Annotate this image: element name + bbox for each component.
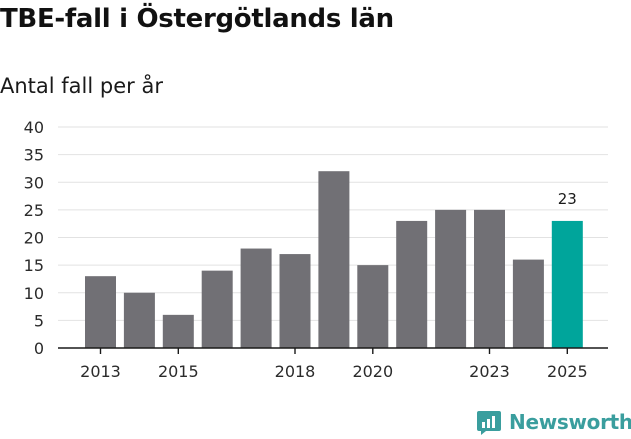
x-tick-label: 2018 [275,362,316,381]
y-axis: 0 5 10 15 20 25 30 35 40 [24,118,44,358]
bar-2024 [512,259,544,348]
x-tick-label: 2020 [352,362,393,381]
y-tick-label: 40 [24,118,44,137]
x-tick-label: 2013 [80,362,121,381]
bars: 23 [85,171,583,348]
chart-subtitle: Antal fall per år [0,74,163,98]
bar-2017 [240,248,272,348]
bar-2023 [474,209,505,348]
bar-2020 [357,265,389,348]
x-tick-label: 2015 [158,362,199,381]
bar-2022 [435,209,467,348]
newsworthy-logo-icon [477,411,501,435]
y-tick-label: 35 [24,146,44,165]
chart-title: TBE-fall i Östergötlands län [0,4,394,34]
y-tick-label: 25 [24,201,44,220]
bar-2018 [279,254,311,348]
y-tick-label: 10 [24,284,44,303]
y-tick-label: 30 [24,173,44,192]
bar-2013 [85,276,116,348]
data-label: 23 [558,190,577,208]
x-axis: 2013 2015 2018 2020 2023 2025 [58,347,608,381]
bar-2016 [201,270,233,348]
x-tick-label: 2023 [469,362,510,381]
newsworthy-brand: Newsworthy [476,407,631,437]
y-tick-label: 20 [24,229,44,248]
bar-2015 [162,314,194,348]
bar-2025 [551,220,583,348]
bar-2021 [396,220,428,348]
x-tick-label: 2025 [547,362,588,381]
y-tick-label: 5 [34,311,44,330]
y-tick-label: 15 [24,256,44,275]
bar-2014 [123,292,155,348]
y-tick-label: 0 [34,339,44,358]
brand-name: Newsworthy [509,410,631,434]
bar-2019 [318,171,350,348]
